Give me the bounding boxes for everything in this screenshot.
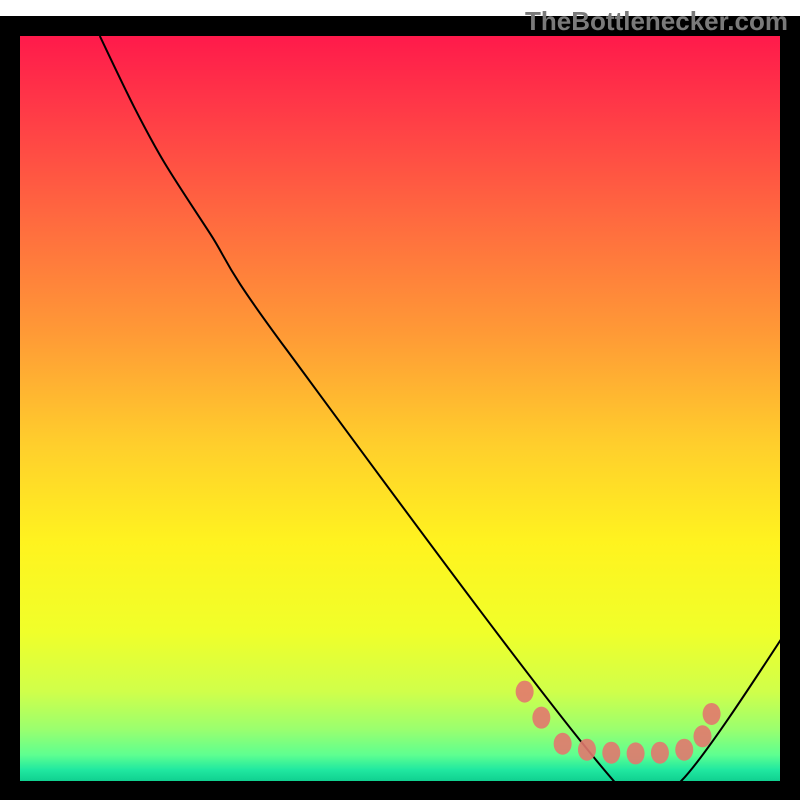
bottleneck-chart (0, 0, 800, 800)
marker-point (554, 733, 572, 755)
watermark-text: TheBottlenecker.com (525, 6, 788, 37)
marker-point (516, 681, 534, 703)
marker-point (602, 742, 620, 764)
marker-point (532, 707, 550, 729)
gradient-background (20, 36, 780, 781)
marker-point (578, 739, 596, 761)
marker-point (675, 739, 693, 761)
chart-container: { "watermark": "TheBottlenecker.com", "c… (0, 0, 800, 800)
marker-point (703, 703, 721, 725)
marker-point (693, 725, 711, 747)
marker-point (651, 742, 669, 764)
marker-point (627, 742, 645, 764)
